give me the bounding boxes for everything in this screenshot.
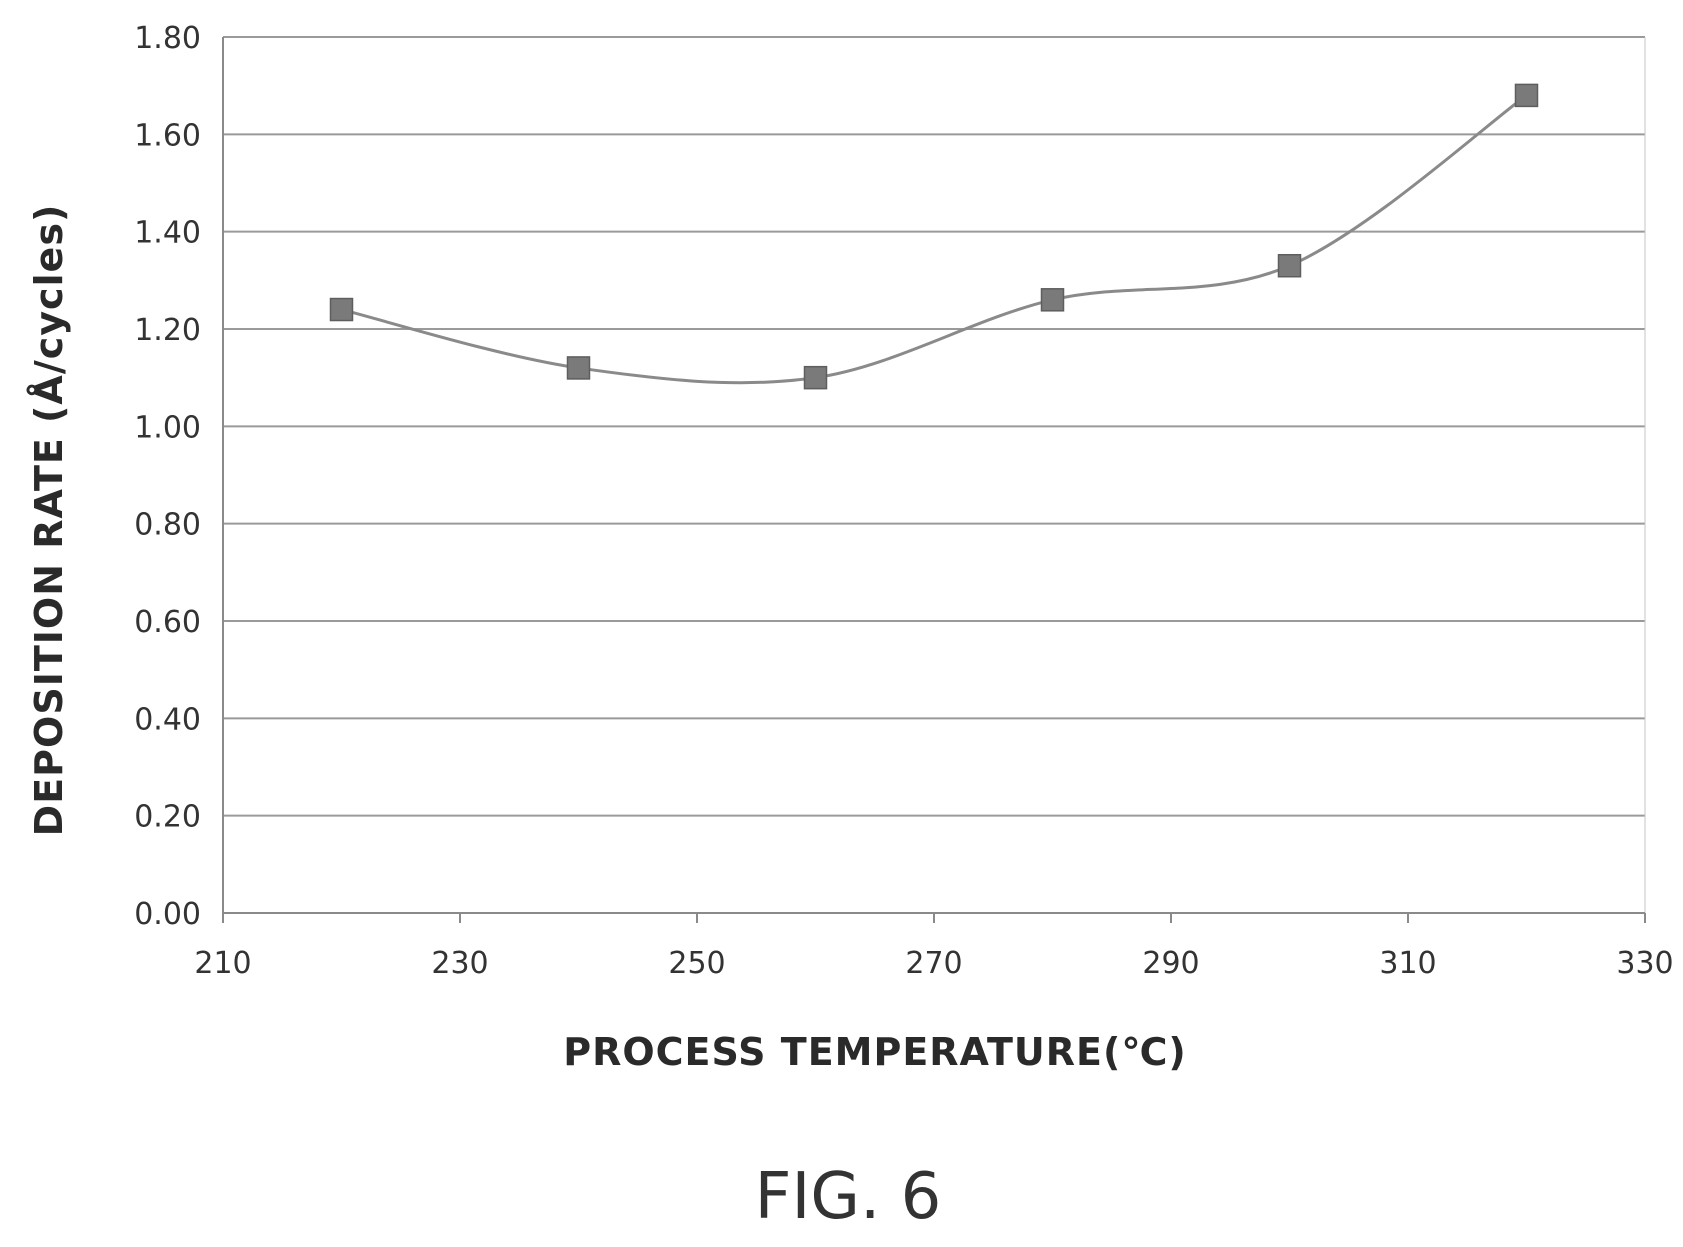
x-tick-labels: 210 230 250 270 290 310 330 — [194, 946, 1673, 981]
x-tick-label: 310 — [1379, 946, 1436, 981]
data-point — [1040, 288, 1065, 312]
y-tick-labels: 0.00 0.20 0.40 0.60 0.80 1.00 1.20 1.40 1.60 1.80 — [134, 21, 201, 932]
data-point — [329, 297, 354, 322]
y-tick-label: 0.00 — [134, 897, 201, 932]
axes — [222, 37, 1646, 923]
y-tick-label: 1.20 — [134, 313, 201, 348]
y-tick-label: 1.40 — [134, 216, 201, 251]
data-point — [803, 365, 828, 390]
x-axis-title: PROCESS TEMPERATURE(℃) — [563, 1030, 1187, 1074]
x-tick-label: 330 — [1616, 946, 1673, 981]
grid-lines — [223, 36, 1645, 914]
series-line — [341, 94, 1528, 385]
y-tick-label: 1.80 — [134, 21, 201, 56]
y-tick-label: 0.80 — [134, 508, 201, 543]
y-tick-label: 1.00 — [134, 410, 201, 445]
y-axis-title: DEPOSITION RATE (Å/cycles) — [27, 204, 71, 837]
x-tick-label: 250 — [668, 946, 725, 981]
x-tick-label: 210 — [194, 946, 251, 981]
series-markers — [329, 83, 1539, 390]
data-point — [566, 356, 591, 380]
x-tick-label: 290 — [1142, 946, 1199, 981]
y-tick-label: 0.40 — [134, 702, 201, 737]
y-tick-label: 0.60 — [134, 605, 201, 640]
y-tick-label: 0.20 — [134, 800, 201, 835]
y-tick-label: 1.60 — [134, 118, 201, 153]
x-tick-label: 270 — [905, 946, 962, 981]
data-point — [1514, 83, 1539, 108]
x-tick-label: 230 — [431, 946, 488, 981]
figure-caption: FIG. 6 — [755, 1160, 942, 1234]
data-point — [1277, 253, 1302, 278]
